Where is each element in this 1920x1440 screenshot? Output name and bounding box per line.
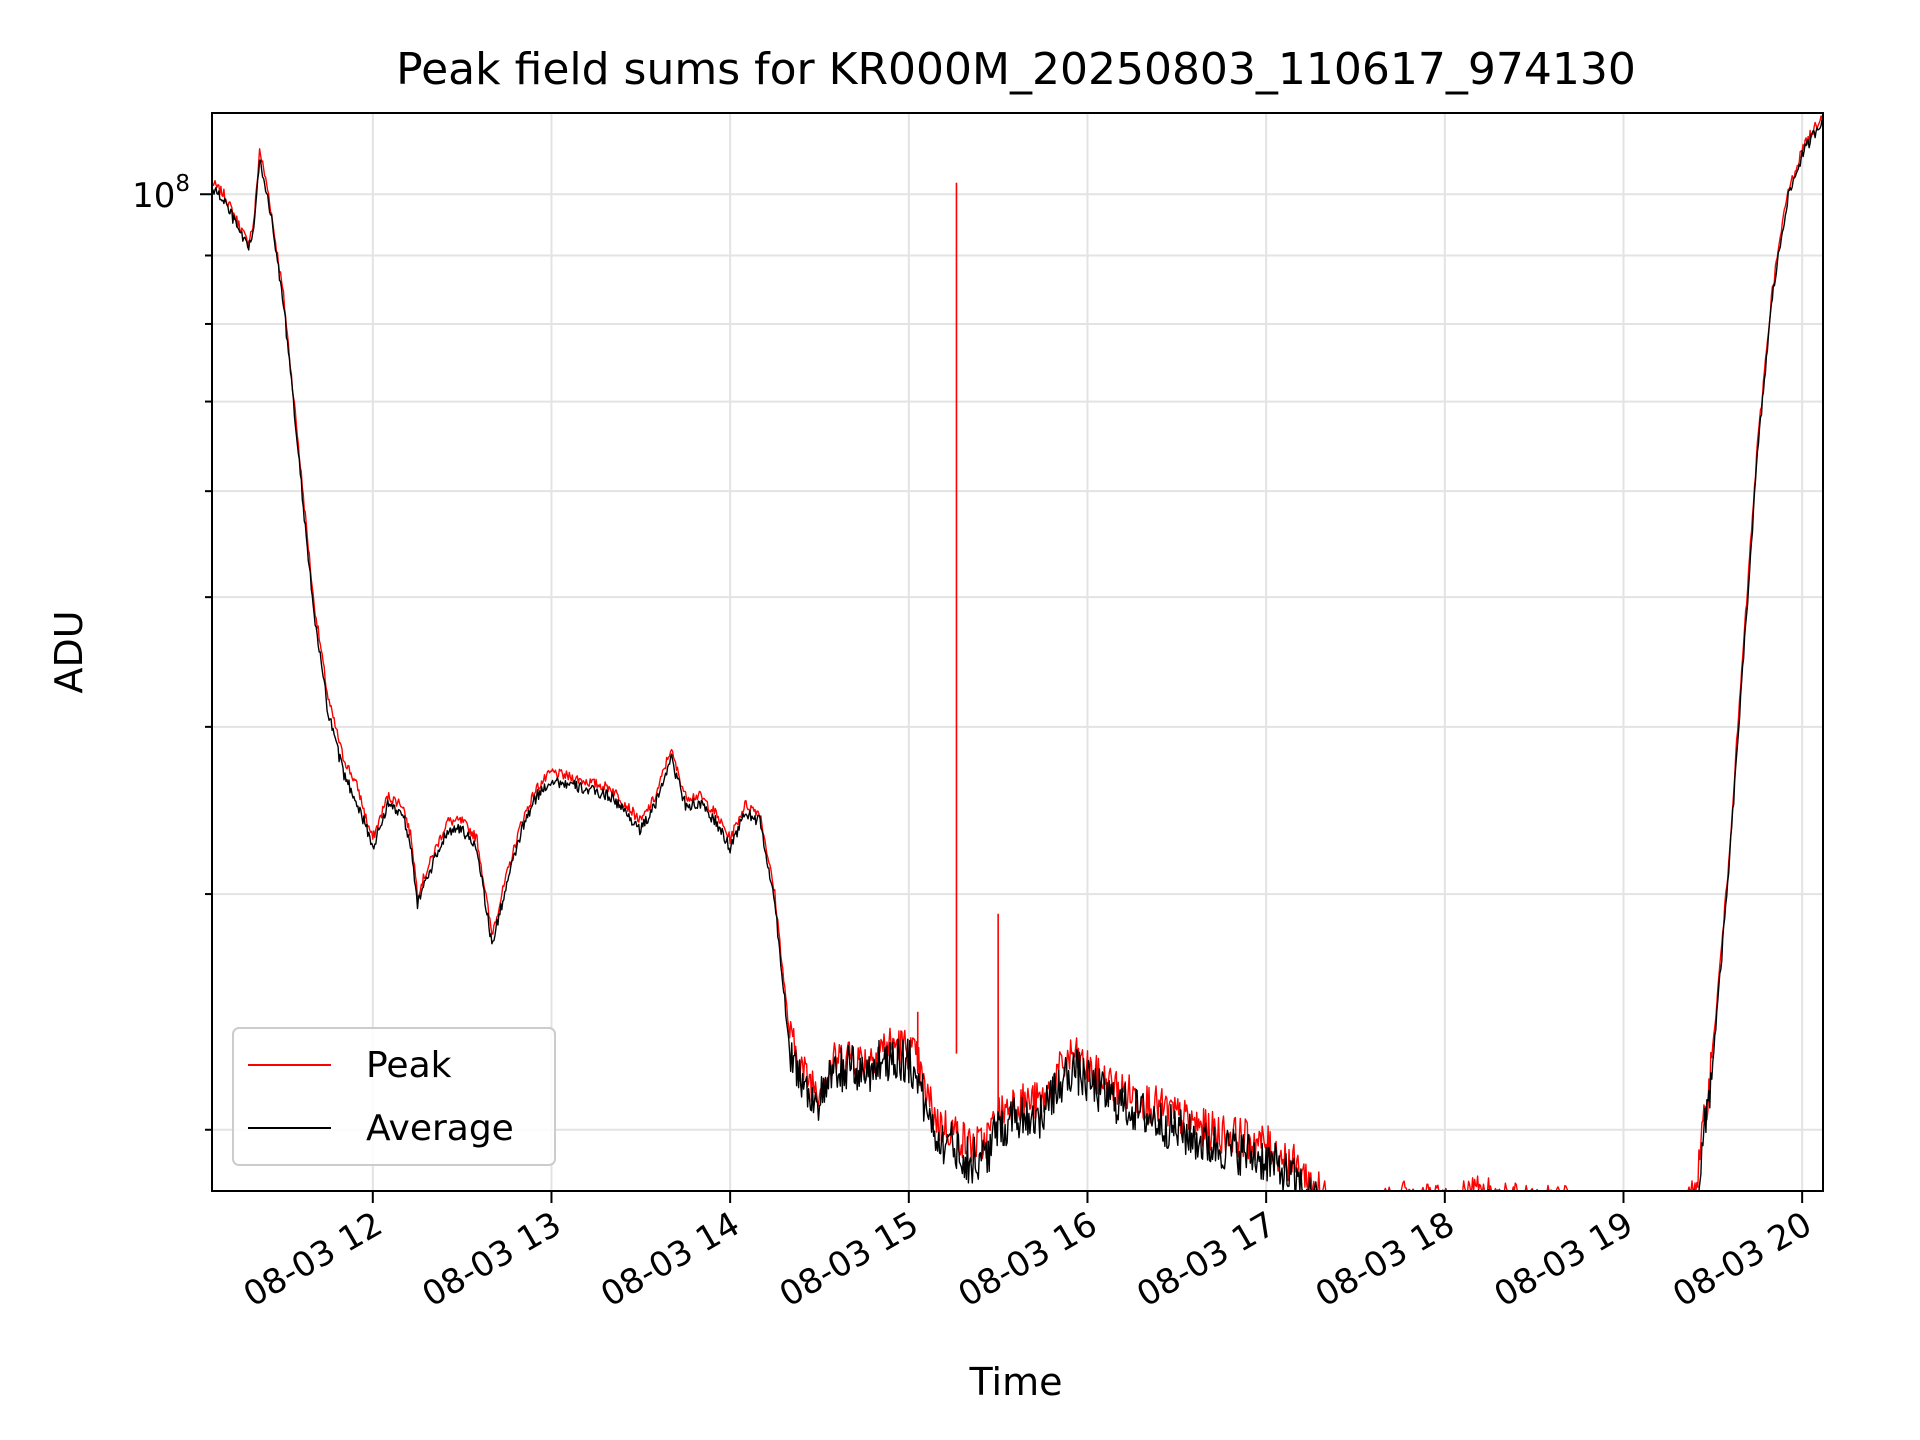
plot-frame (211, 112, 1824, 1192)
grid-layer (212, 113, 1823, 1191)
x-axis-label: Time (969, 1360, 1063, 1404)
legend-box (232, 1027, 556, 1166)
legend-label-peak: Peak (366, 1045, 452, 1086)
legend: Peak Average (232, 1027, 556, 1166)
y-tick-label: 108 (132, 171, 190, 216)
legend-label-average: Average (366, 1108, 514, 1149)
y-axis-label: ADU (47, 610, 91, 693)
chart-title: Peak field sums for KR000M_20250803_1106… (396, 44, 1636, 95)
